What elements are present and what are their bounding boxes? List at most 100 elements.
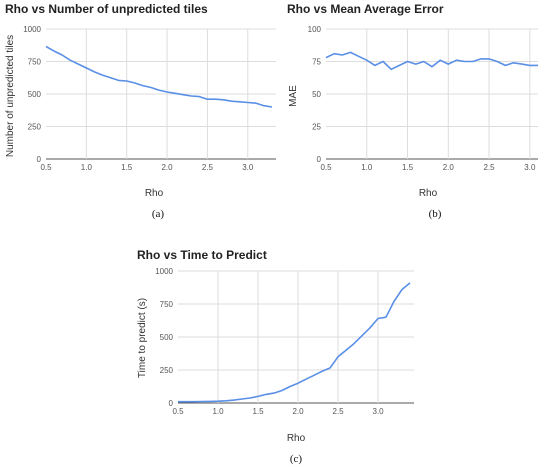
data-point [333,53,335,55]
data-point [361,335,363,337]
data-point [53,50,55,52]
data-point [231,100,233,102]
data-point [289,386,291,388]
data-point [358,56,360,58]
data-point [325,57,327,59]
data-point [247,102,249,104]
x-tick-label: 2.5 [484,163,496,172]
data-point [513,62,515,64]
data-point [134,82,136,84]
series-line [45,45,273,108]
y-tick-label: 500 [28,90,42,99]
data-point [271,106,273,108]
x-tick-label: 1.0 [81,163,93,172]
y-tick-label: 50 [312,90,321,99]
y-tick-label: 0 [317,155,322,164]
data-point [401,289,403,291]
x-tick-label: 0.5 [172,407,184,416]
plot-area: 0 250 500 750 1000 0.5 1.0 1.5 2.0 2.5 3.0 [23,25,276,172]
data-point [265,394,267,396]
x-axis-label: Rho [287,433,306,444]
y-tick-label: 500 [160,333,174,342]
data-point [199,96,201,98]
x-tick-label: 0.5 [40,163,52,172]
data-point [110,77,112,79]
data-point [150,87,152,89]
y-tick-label: 0 [37,155,42,164]
data-point [407,61,409,63]
y-tick-label: 250 [28,123,42,132]
data-point [472,61,474,63]
data-point [366,59,368,61]
data-point [177,401,179,403]
data-point [390,69,392,71]
data-point [225,400,227,402]
data-point [94,71,96,73]
data-point [118,80,120,82]
data-point [377,318,379,320]
y-axis-label: Time to predict (s) [137,298,148,378]
data-point [297,382,299,384]
data-point [166,91,168,93]
figure-caption: (c) [290,453,303,465]
data-point [249,397,251,399]
data-point [537,65,539,67]
x-tick-label: 0.5 [320,163,332,172]
x-tick-label: 2.5 [202,163,214,172]
chart-mean-average-error: 0 25 50 75 100 0.5 1.0 1.5 2.0 2.5 3.0 Rho vs Mean… [287,2,539,220]
data-point [329,367,331,369]
data-point [281,390,283,392]
chart-title: Rho vs Mean Average Error [287,2,444,16]
x-tick-label: 2.0 [443,163,455,172]
x-axis-label: Rho [145,188,164,199]
series-line [178,282,411,403]
data-point [263,105,265,107]
x-tick-label: 3.0 [242,163,254,172]
data-point [193,401,195,403]
data-point [174,93,176,95]
data-point [45,46,47,48]
data-point [353,343,355,345]
data-point [158,89,160,91]
data-point [393,301,395,303]
data-point [480,58,482,60]
x-tick-label: 2.0 [161,163,173,172]
data-point [505,65,507,67]
data-point [385,316,387,318]
y-tick-label: 100 [308,25,322,34]
data-point [207,98,209,100]
data-point [409,282,411,284]
data-point [448,63,450,65]
y-tick-label: 250 [160,366,174,375]
data-point [126,80,128,82]
data-point [185,401,187,403]
x-tick-label: 1.5 [121,163,133,172]
data-point [369,327,371,329]
data-point [223,99,225,101]
x-tick-label: 2.0 [292,407,304,416]
data-point [201,401,203,403]
data-point [273,392,275,394]
x-tick-label: 2.5 [332,407,344,416]
data-point [190,95,192,97]
y-tick-label: 25 [312,123,321,132]
data-point [217,400,219,402]
data-point [415,63,417,65]
y-axis-label: Number of unpredicted tiles [5,35,16,157]
chart-unpredicted-tiles: 0 250 500 750 1000 0.5 1.0 1.5 2.0 2.5 3.0 Rho vs … [5,2,276,220]
data-point [337,356,339,358]
y-tick-label: 1000 [23,25,41,34]
x-tick-label: 1.5 [252,407,264,416]
data-point [374,65,376,67]
x-tick-label: 3.0 [524,163,536,172]
series-line [325,51,538,71]
data-point [257,396,259,398]
data-point [255,102,257,104]
data-point [61,54,63,56]
data-point [142,85,144,87]
x-tick-label: 1.5 [402,163,414,172]
data-point [313,374,315,376]
data-point [182,94,184,96]
data-point [77,63,79,65]
